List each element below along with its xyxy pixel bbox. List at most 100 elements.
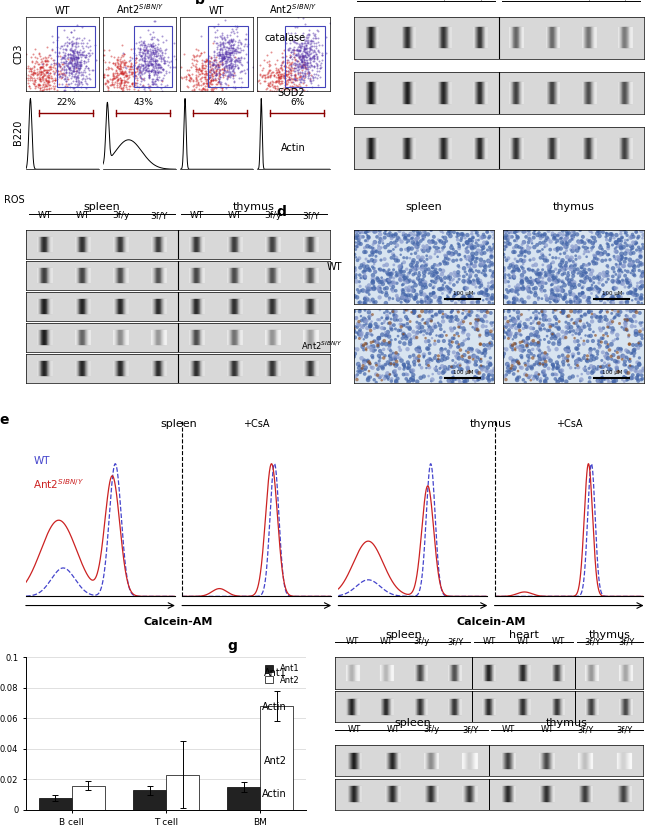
- Point: [370, 265, 380, 278]
- Point: [188, 53, 199, 67]
- Point: [629, 343, 640, 357]
- Point: [484, 337, 495, 350]
- Point: [42, 75, 53, 89]
- Point: [77, 46, 87, 59]
- Point: [484, 292, 494, 306]
- Point: [226, 43, 237, 57]
- Point: [293, 44, 304, 58]
- Point: [440, 256, 450, 270]
- Point: [66, 52, 76, 65]
- Point: [411, 259, 422, 272]
- Point: [600, 245, 610, 259]
- Point: [75, 59, 85, 73]
- Point: [125, 59, 136, 73]
- Point: [185, 72, 196, 85]
- Point: [368, 274, 378, 287]
- Point: [296, 58, 307, 72]
- Point: [218, 60, 229, 73]
- Point: [146, 52, 156, 65]
- Point: [397, 257, 408, 271]
- Point: [42, 58, 52, 71]
- Point: [283, 68, 293, 81]
- Point: [41, 78, 51, 92]
- Point: [418, 225, 428, 239]
- Point: [477, 257, 488, 271]
- Point: [133, 42, 144, 55]
- Point: [637, 269, 647, 282]
- Point: [233, 61, 243, 74]
- Point: [637, 331, 647, 345]
- Point: [309, 52, 320, 65]
- Point: [465, 270, 475, 283]
- Point: [582, 349, 593, 362]
- Point: [595, 283, 605, 296]
- Point: [535, 316, 545, 330]
- Point: [473, 234, 484, 247]
- Point: [121, 67, 131, 80]
- Point: [510, 337, 521, 351]
- Point: [610, 242, 620, 256]
- Point: [367, 281, 377, 295]
- Point: [454, 372, 464, 385]
- Point: [66, 52, 76, 65]
- Point: [603, 261, 614, 274]
- Point: [566, 321, 576, 334]
- Point: [228, 59, 239, 73]
- Point: [378, 277, 388, 291]
- Point: [385, 352, 396, 366]
- Point: [221, 49, 231, 63]
- Point: [401, 311, 411, 324]
- Point: [79, 32, 89, 45]
- Point: [99, 55, 110, 68]
- Point: [519, 265, 529, 278]
- Point: [265, 79, 276, 93]
- Point: [196, 46, 206, 59]
- Point: [499, 311, 510, 325]
- Bar: [285, 27, 325, 88]
- Point: [290, 58, 300, 71]
- Point: [445, 246, 455, 260]
- Point: [352, 229, 362, 242]
- Point: [424, 319, 434, 332]
- Point: [216, 58, 227, 71]
- Point: [267, 84, 278, 98]
- Point: [630, 328, 641, 342]
- Point: [630, 288, 641, 301]
- Point: [480, 261, 491, 274]
- Point: [529, 240, 539, 254]
- Point: [41, 71, 51, 84]
- Point: [40, 73, 51, 87]
- Point: [203, 53, 214, 66]
- Point: [569, 276, 579, 289]
- Point: [380, 326, 391, 339]
- Point: [595, 225, 605, 239]
- Point: [541, 276, 551, 290]
- Point: [116, 65, 127, 78]
- Text: spleen: spleen: [385, 630, 422, 640]
- Point: [454, 240, 465, 253]
- Point: [475, 361, 486, 374]
- Point: [264, 78, 274, 91]
- Point: [447, 239, 457, 252]
- Point: [555, 258, 566, 271]
- Point: [487, 319, 497, 332]
- Point: [23, 59, 33, 73]
- Point: [541, 268, 552, 281]
- Point: [270, 74, 281, 88]
- Point: [447, 304, 458, 317]
- Point: [553, 281, 564, 294]
- Point: [578, 230, 588, 244]
- Text: spleen: spleen: [84, 202, 120, 212]
- Point: [628, 255, 638, 268]
- Point: [402, 271, 412, 284]
- Point: [209, 35, 219, 48]
- Point: [447, 248, 457, 261]
- Point: [542, 330, 552, 343]
- Point: [293, 61, 304, 74]
- Point: [100, 85, 110, 99]
- Point: [387, 292, 398, 306]
- Point: [124, 62, 134, 75]
- Point: [263, 81, 273, 94]
- Point: [233, 33, 244, 47]
- Point: [375, 331, 385, 344]
